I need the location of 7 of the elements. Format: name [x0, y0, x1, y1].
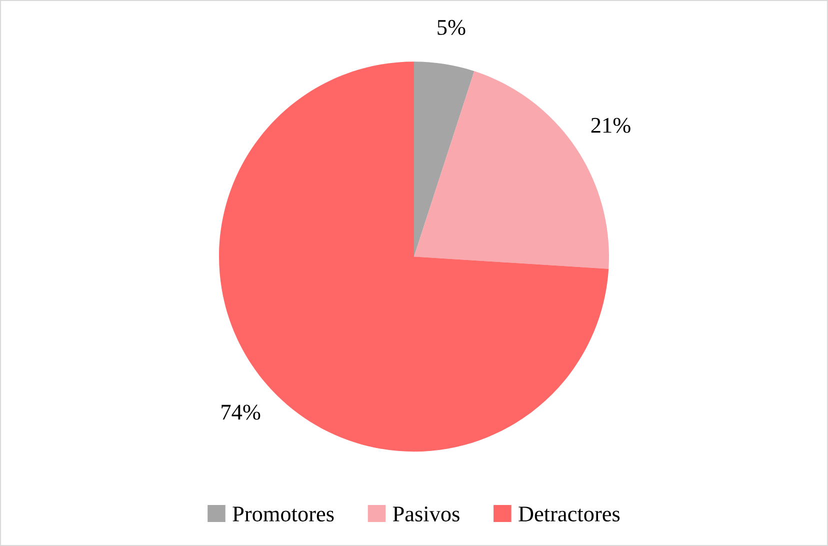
legend-label: Promotores — [232, 506, 334, 522]
data-label: 21% — [591, 118, 630, 133]
legend-label: Pasivos — [392, 506, 460, 522]
pie-slice — [414, 62, 474, 257]
data-label: 5% — [438, 20, 466, 35]
data-label: 74% — [222, 404, 260, 420]
legend-label: Detractores — [518, 506, 620, 522]
